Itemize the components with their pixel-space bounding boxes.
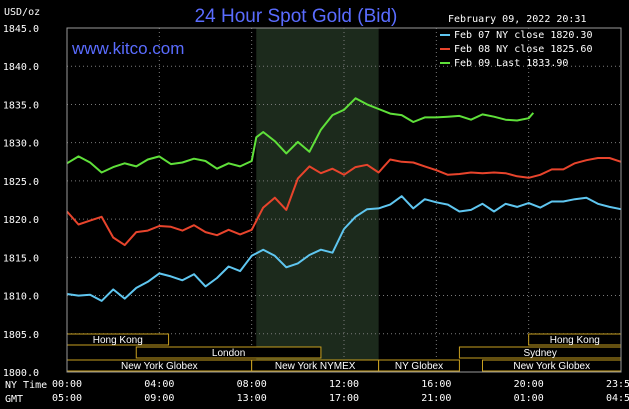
y-tick-label: 1835.0 bbox=[3, 100, 39, 111]
y-tick-label: 1820.0 bbox=[3, 215, 39, 226]
ny-time-label: NY Time bbox=[5, 380, 47, 391]
market-session-bar bbox=[378, 359, 460, 372]
plot-frame bbox=[66, 27, 622, 373]
y-tick-label: 1830.0 bbox=[3, 139, 39, 150]
market-session-label: Hong Kong bbox=[93, 335, 143, 346]
unit-label: USD/oz bbox=[4, 7, 40, 18]
market-session-label: Sydney bbox=[524, 348, 557, 359]
x-tick-label-ny: 23:59 bbox=[606, 379, 629, 390]
x-tick-label-gmt: 09:00 bbox=[144, 393, 174, 404]
chart-title: 24 Hour Spot Gold (Bid) bbox=[195, 6, 398, 27]
series-line bbox=[66, 195, 622, 302]
x-tick-label-gmt: 01:00 bbox=[514, 393, 544, 404]
y-tick-label: 1800.0 bbox=[3, 368, 39, 379]
market-session-bar bbox=[135, 346, 322, 359]
market-session-label: New York NYMEX bbox=[275, 361, 356, 372]
y-tick-label: 1825.0 bbox=[3, 177, 39, 188]
series-line bbox=[66, 97, 535, 174]
market-session-label: New York Globex bbox=[513, 361, 590, 372]
x-tick-label-ny: 08:00 bbox=[237, 379, 267, 390]
y-tick-label: 1840.0 bbox=[3, 62, 39, 73]
series-line bbox=[66, 157, 622, 247]
legend-entry: Feb 07 NY close 1820.30 bbox=[454, 30, 592, 41]
website-label: www.kitco.com bbox=[71, 39, 184, 58]
y-tick-label: 1815.0 bbox=[3, 253, 39, 264]
x-tick-label-gmt: 05:00 bbox=[52, 393, 82, 404]
y-tick-label: 1810.0 bbox=[3, 292, 39, 303]
x-tick-label-ny: 20:00 bbox=[514, 379, 544, 390]
legend-entry: Feb 08 NY close 1825.60 bbox=[454, 44, 592, 55]
market-session-label: Hong Kong bbox=[550, 335, 600, 346]
series-lines bbox=[66, 97, 622, 302]
market-session-label: NY Globex bbox=[395, 361, 443, 372]
legend-entry: Feb 09 Last 1833.90 bbox=[454, 58, 568, 69]
market-session-label: New York Globex bbox=[121, 361, 198, 372]
nymex-session-shade bbox=[256, 28, 379, 372]
y-tick-label: 1805.0 bbox=[3, 330, 39, 341]
market-session-label: London bbox=[212, 348, 245, 359]
x-tick-label-gmt: 17:00 bbox=[329, 393, 359, 404]
x-tick-label-gmt: 04:59 bbox=[606, 393, 629, 404]
y-axis-ticks: 1800.0 1805.0 1810.0 1815.0 1820.0 1825.0 1830… bbox=[3, 24, 39, 379]
gmt-label: GMT bbox=[5, 394, 23, 405]
x-tick-label-ny: 16:00 bbox=[421, 379, 451, 390]
y-tick-label: 1845.0 bbox=[3, 24, 39, 35]
date-label: February 09, 2022 20:31 bbox=[448, 14, 586, 25]
legend: Feb 07 NY close 1820.30 Feb 08 NY close 1… bbox=[440, 30, 592, 69]
x-tick-label-gmt: 13:00 bbox=[237, 393, 267, 404]
x-tick-label-ny: 12:00 bbox=[329, 379, 359, 390]
x-tick-label-ny: 04:00 bbox=[144, 379, 174, 390]
x-axis-ticks: 00:00 05:00 04:00 09:00 08:00 13:00 12:00 17:00… bbox=[52, 379, 629, 404]
x-tick-label-gmt: 21:00 bbox=[421, 393, 451, 404]
x-tick-label-ny: 00:00 bbox=[52, 379, 82, 390]
